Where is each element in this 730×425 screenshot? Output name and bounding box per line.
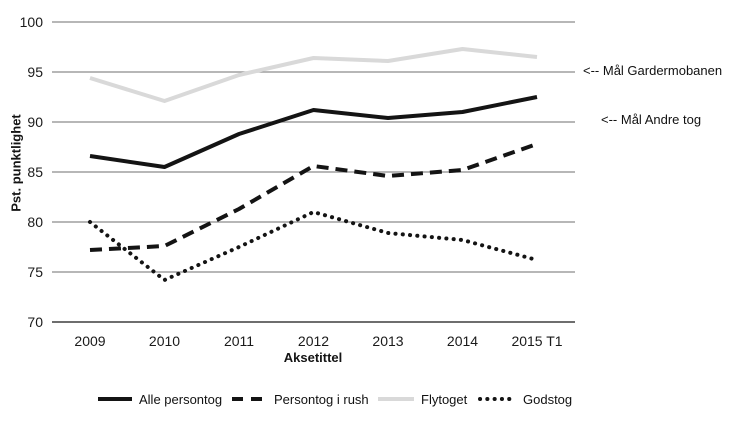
legend-item-godstog: Godstog	[477, 389, 572, 409]
svg-text:75: 75	[27, 264, 43, 280]
legend-label: Godstog	[523, 391, 573, 407]
legend-label: Persontog i rush	[274, 391, 369, 407]
annotation-gardermobanen-target: <-- Mål Gardermobanen	[583, 63, 723, 78]
legend-label: Flytoget	[421, 391, 468, 407]
legend-item-alle-persontog: Alle persontog	[97, 389, 222, 409]
legend-line-solid-gray-icon	[378, 397, 414, 401]
svg-text:2011: 2011	[224, 333, 254, 349]
annotation-andre-tog-target: <-- Mål Andre tog	[601, 112, 702, 127]
legend-line-dashed-icon	[232, 397, 267, 401]
svg-text:70: 70	[27, 314, 43, 330]
plot-area: 100 95 90 85 80 75 70 2009 2010 2011 2012 2013 2014 2…	[20, 14, 575, 349]
x-axis-title: Aksetittel	[283, 350, 343, 365]
svg-text:2012: 2012	[298, 333, 329, 349]
y-axis-title: Pst. punktlighet	[8, 114, 24, 212]
svg-text:2015 T1: 2015 T1	[511, 333, 562, 349]
legend-item-persontog-i-rush: Persontog i rush	[231, 389, 369, 409]
svg-text:100: 100	[20, 14, 44, 30]
svg-text:2014: 2014	[447, 333, 478, 349]
legend-line-solid-black-icon	[98, 397, 132, 401]
svg-text:2009: 2009	[74, 333, 105, 349]
svg-text:2010: 2010	[149, 333, 180, 349]
svg-text:90: 90	[27, 114, 43, 130]
legend-label: Alle persontog	[139, 391, 223, 407]
legend-item-flytoget: Flytoget	[377, 389, 467, 409]
legend-line-dotted-icon	[478, 397, 517, 401]
svg-text:80: 80	[27, 214, 43, 230]
svg-text:2013: 2013	[372, 333, 403, 349]
svg-text:95: 95	[27, 64, 43, 80]
svg-text:85: 85	[27, 164, 43, 180]
legend: Alle persontog Persontog i rush Flytoget…	[0, 389, 730, 411]
